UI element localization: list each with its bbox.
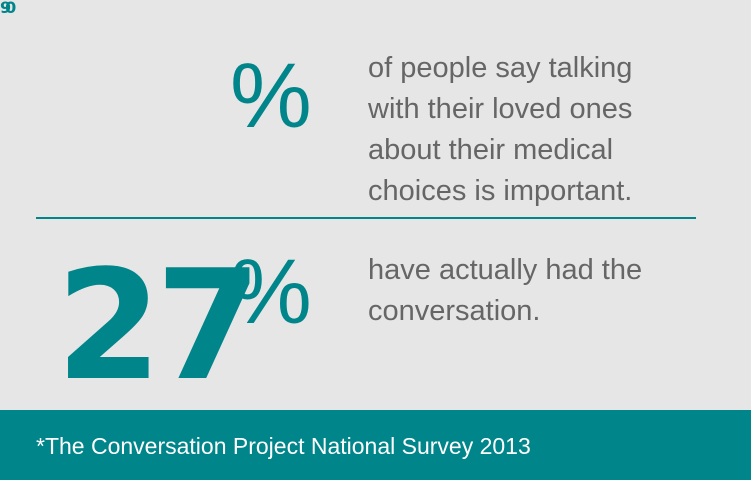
stat-description-line: about their medical — [368, 134, 614, 166]
source-note: *The Conversation Project National Surve… — [36, 433, 531, 459]
stat-number: 27 — [56, 237, 262, 414]
stat-description-line: have actually had the — [368, 254, 643, 286]
divider — [36, 217, 696, 219]
stat-description-line: choices is important. — [368, 175, 633, 207]
stat-number: 90 — [0, 0, 16, 17]
stat-description-line: of people say talking — [368, 52, 633, 84]
percent-sign: % — [230, 45, 312, 147]
stat-description: have actually had the conversation. — [368, 250, 738, 332]
footer-bar: *The Conversation Project National Surve… — [0, 410, 751, 480]
stat-description: of people say talking with their loved o… — [368, 48, 738, 212]
percent-sign: % — [230, 241, 312, 343]
stat-description-line: conversation. — [368, 295, 541, 327]
stat-description-line: with their loved ones — [368, 93, 633, 125]
